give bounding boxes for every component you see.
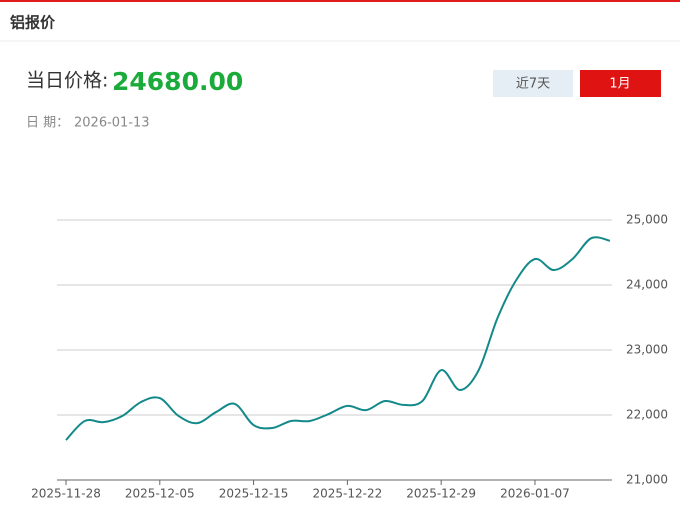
button-7d[interactable] bbox=[493, 70, 573, 97]
x-tick-label: 2025-11-28 bbox=[31, 487, 101, 501]
y-tick-label: 21,000 bbox=[626, 473, 668, 487]
button-7d-label[interactable]: 近7天 bbox=[516, 77, 550, 92]
x-tick-label: 2025-12-29 bbox=[406, 487, 476, 501]
header-title: 铝报价 bbox=[10, 14, 56, 32]
y-tick-label: 23,000 bbox=[626, 343, 668, 357]
price-label: 当日价格: bbox=[26, 70, 108, 92]
x-tick-label: 2025-12-22 bbox=[313, 487, 383, 501]
price-line bbox=[65, 236, 611, 441]
x-tick-label: 2025-12-15 bbox=[219, 487, 289, 501]
button-1m[interactable] bbox=[580, 70, 661, 97]
x-tick-label: 2026-01-07 bbox=[500, 487, 570, 501]
x-tick-label: 2025-12-05 bbox=[125, 487, 195, 501]
y-tick-label: 24,000 bbox=[626, 278, 668, 292]
button-1m-label[interactable]: 1月 bbox=[609, 77, 630, 92]
date-value: 2026-01-13 bbox=[74, 116, 150, 131]
price-value: 24680.00 bbox=[112, 67, 243, 96]
date-label: 日 期： bbox=[26, 116, 69, 131]
y-tick-label: 22,000 bbox=[626, 408, 668, 422]
y-tick-label: 25,000 bbox=[626, 213, 668, 227]
top-bar bbox=[0, 0, 680, 2]
chart: 21,000 22,000 23,000 24,000 25,000 2025-11-28… bbox=[31, 213, 668, 501]
